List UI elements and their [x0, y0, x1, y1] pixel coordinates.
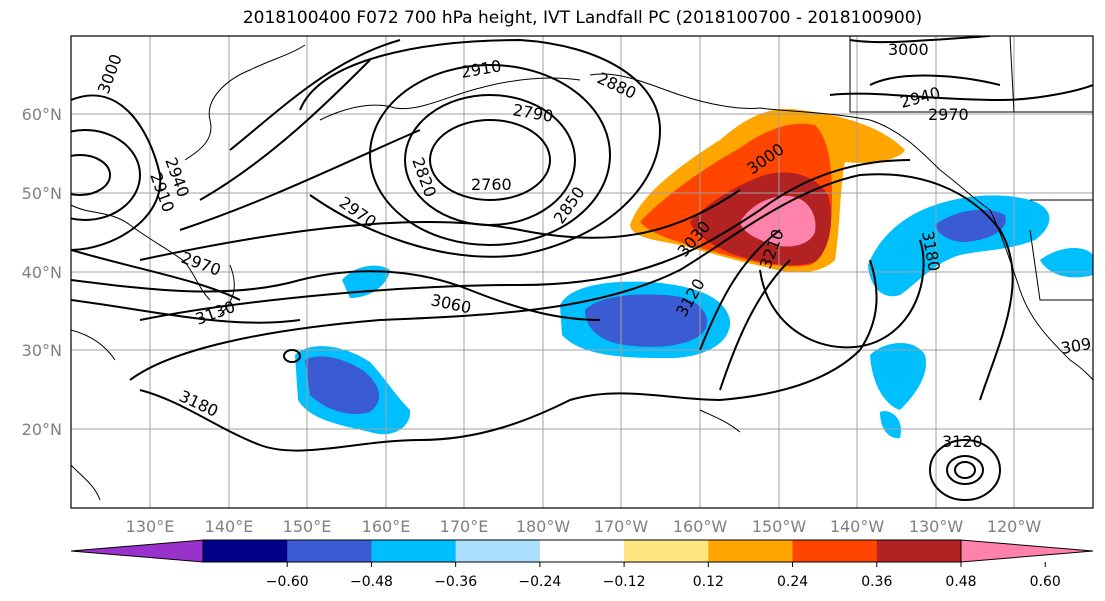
lon-label: 170°E: [440, 517, 489, 536]
shade-negative-central-core: [585, 294, 707, 347]
colorbar-tick-label: 0.60: [1030, 574, 1061, 590]
lat-label: 30°N: [22, 341, 62, 360]
colorbar-tick-label: −0.60: [266, 574, 309, 590]
coastlines: [71, 36, 1093, 501]
lat-label: 40°N: [22, 263, 62, 282]
lon-label: 140°E: [205, 517, 254, 536]
lon-label: 140°W: [830, 517, 885, 536]
map-panel: 3000 2940 2910 2970 3130 3180 2910 2880 …: [71, 36, 1093, 508]
colorbar-tick-label: 0.12: [693, 574, 724, 590]
colorbar-tick-label: −0.12: [603, 574, 646, 590]
colorbar-tick-label: −0.48: [350, 574, 393, 590]
lon-label: 120°W: [987, 517, 1042, 536]
colorbar-segment: [203, 540, 288, 562]
lon-label: 150°E: [283, 517, 332, 536]
shade-negative-se2: [880, 411, 901, 439]
colorbar-extend-high: [960, 539, 1094, 563]
contour-label: 2970: [928, 105, 969, 124]
colorbar-segment: [371, 540, 457, 562]
colorbar-segment: [876, 540, 962, 562]
latitude-labels: 60°N 50°N 40°N 30°N 20°N: [22, 105, 62, 439]
shade-negative-coast: [1040, 248, 1093, 278]
lat-label: 60°N: [22, 105, 62, 124]
lon-label: 180°W: [516, 517, 571, 536]
lon-label: 150°W: [752, 517, 807, 536]
lon-label: 160°E: [362, 517, 411, 536]
shade-negative-west-core: [305, 356, 380, 415]
colorbar-segment: [455, 540, 541, 562]
colorbar: −0.60 −0.48 −0.36 −0.24 −0.12 0.12 0.24 0.36 0.4…: [70, 539, 1094, 590]
colorbar-tick-label: −0.24: [518, 574, 561, 590]
colorbar-tick-label: 0.24: [777, 574, 808, 590]
shade-negative-southeast: [870, 342, 926, 410]
height-contours: [71, 36, 1093, 501]
map-frame: [70, 35, 1094, 509]
colorbar-segment: [287, 540, 372, 562]
colorbar-segment: [792, 540, 878, 562]
map-title: 2018100400 F072 700 hPa height, IVT Land…: [242, 8, 923, 28]
contour-label: 3000: [888, 40, 929, 59]
shaded-anomalies: [295, 108, 1093, 439]
shade-negative-east-core: [935, 209, 1006, 242]
colorbar-segment: [624, 540, 709, 562]
lon-label: 160°W: [673, 517, 728, 536]
lat-label: 20°N: [22, 420, 62, 439]
colorbar-extend-low: [70, 539, 204, 563]
colorbar-frame: [202, 539, 962, 563]
shade-negative-small: [342, 265, 390, 298]
contour-label: 3120: [942, 432, 983, 451]
lon-label: 130°W: [909, 517, 964, 536]
contour-label: 2760: [471, 175, 512, 194]
colorbar-segment: [708, 540, 794, 562]
colorbar-tick-label: 0.48: [945, 574, 976, 590]
lon-label: 130°E: [126, 517, 175, 536]
shade-positive-max: [740, 195, 816, 247]
colorbar-tick-label: −0.36: [434, 574, 477, 590]
colorbar-tick-label: 0.36: [861, 574, 892, 590]
lon-label: 170°W: [594, 517, 649, 536]
longitude-labels: 130°E 140°E 150°E 160°E 170°E 180°W 170°…: [126, 517, 1042, 536]
lat-label: 50°N: [22, 184, 62, 203]
colorbar-segment: [539, 540, 625, 562]
